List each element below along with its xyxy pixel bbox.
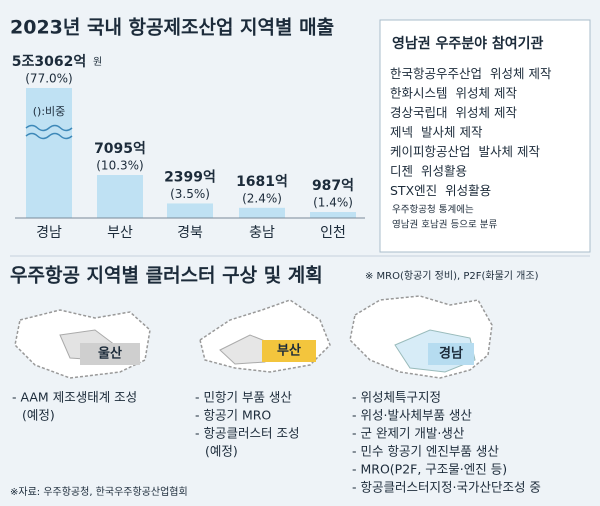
bar bbox=[310, 212, 356, 218]
region-item: - 군 완제기 개발·생산 bbox=[352, 426, 465, 441]
org: 케이피항공산업 bbox=[390, 144, 471, 159]
region-item: - MRO(P2F, 구조물·엔진 등) bbox=[352, 462, 507, 477]
region-item: - AAM 제조생태계 조성 bbox=[12, 390, 137, 405]
org: 디젠 bbox=[390, 163, 413, 178]
chart-title: 2023년 국내 항공제조산업 지역별 매출 bbox=[10, 17, 334, 39]
value-label: 2399억 bbox=[164, 169, 216, 185]
role: 위성활용 bbox=[421, 163, 467, 178]
sidebar-item: 경상국립대 위성체 제작 bbox=[390, 105, 517, 120]
unit-label: 원 bbox=[93, 56, 102, 68]
region-label: 경남 bbox=[439, 346, 463, 362]
sidebar-note: 우주항공청 통계에는 bbox=[392, 204, 474, 216]
region-item: - 항공클러스터 조성 bbox=[195, 426, 299, 441]
x-tick-label: 인천 bbox=[320, 225, 346, 241]
annotation: ():비중 bbox=[33, 105, 66, 118]
region-item: - 항공클러스터지정·국가산단조성 중 bbox=[352, 480, 541, 495]
bar bbox=[26, 88, 72, 218]
region-item: (예정) bbox=[22, 408, 55, 423]
region-label: 울산 bbox=[98, 346, 122, 362]
region-item: - 민수 항공기 엔진부품 생산 bbox=[352, 444, 499, 459]
x-tick-label: 경남 bbox=[36, 225, 62, 241]
region-item: - 위성·발사체부품 생산 bbox=[352, 408, 472, 423]
org: 한화시스템 bbox=[390, 85, 448, 100]
share-label: (3.5%) bbox=[170, 187, 210, 201]
org: 경상국립대 bbox=[390, 105, 448, 120]
share-label: (2.4%) bbox=[242, 191, 282, 205]
sidebar-item: STX엔진 위성활용 bbox=[390, 183, 491, 198]
region-label-box bbox=[428, 343, 474, 365]
role: 위성체 제작 bbox=[456, 105, 518, 120]
axis-break bbox=[25, 132, 73, 140]
sidebar-item: 한화시스템 위성체 제작 bbox=[390, 85, 517, 100]
role: 위성활용 bbox=[445, 183, 491, 198]
section-title: 우주항공 지역별 클러스터 구상 및 계획 bbox=[10, 265, 323, 287]
bar bbox=[239, 207, 285, 218]
role: 위성체 제작 bbox=[456, 85, 518, 100]
x-tick-label: 충남 bbox=[249, 225, 275, 241]
org: STX엔진 bbox=[390, 183, 437, 198]
x-tick-label: 경북 bbox=[177, 225, 203, 241]
value-label: 987억 bbox=[312, 178, 354, 194]
sidebar-item: 한국항공우주산업 위성체 제작 bbox=[390, 66, 552, 81]
value-label: 5조3062억 bbox=[12, 54, 86, 70]
region-label: 부산 bbox=[277, 343, 301, 359]
bar bbox=[97, 175, 143, 218]
org: 제넥 bbox=[390, 124, 413, 139]
value-label: 1681억 bbox=[236, 174, 288, 190]
section-note: ※ MRO(항공기 정비), P2F(화물기 개조) bbox=[365, 270, 539, 282]
bar bbox=[167, 203, 213, 218]
axis-break bbox=[25, 124, 73, 132]
role: 발사체 제작 bbox=[479, 144, 541, 159]
role: 위성체 제작 bbox=[490, 66, 552, 81]
sidebar-item: 케이피항공산업 발사체 제작 bbox=[390, 144, 540, 159]
x-tick-label: 부산 bbox=[107, 225, 133, 241]
share-label: (10.3%) bbox=[96, 159, 143, 173]
region-item: - 위성체특구지정 bbox=[352, 390, 441, 405]
region-label-box bbox=[262, 340, 316, 362]
region-item: (예정) bbox=[205, 444, 238, 459]
source: ※자료: 우주항공청, 한국우주항공산업협회 bbox=[10, 485, 188, 498]
sidebar-item: 제넥 발사체 제작 bbox=[390, 124, 483, 139]
sidebar-note: 영남권 호남권 등으로 분류 bbox=[392, 219, 497, 231]
role: 발사체 제작 bbox=[421, 124, 483, 139]
sidebar-title: 영남권 우주분야 참여기관 bbox=[392, 35, 544, 52]
org: 한국항공우주산업 bbox=[390, 66, 482, 81]
region-label-box bbox=[80, 343, 140, 365]
sidebar-item: 디젠 위성활용 bbox=[390, 163, 467, 178]
region-item: - 항공기 MRO bbox=[195, 408, 271, 423]
share-label: (1.4%) bbox=[313, 196, 353, 210]
share-label: (77.0%) bbox=[25, 72, 72, 86]
value-label: 7095억 bbox=[94, 141, 146, 157]
sidebar-box bbox=[379, 19, 591, 253]
region-item: - 민항기 부품 생산 bbox=[195, 390, 292, 405]
